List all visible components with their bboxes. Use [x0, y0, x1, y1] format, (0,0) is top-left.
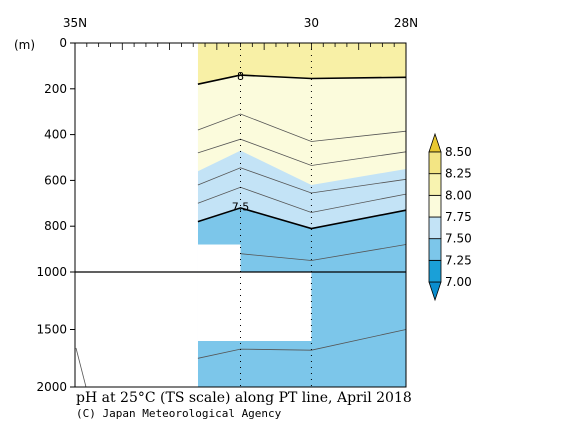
colorbar-band-4: [428, 173, 442, 196]
contour-line-2: [197, 167, 407, 194]
colorbar-label-3: 7.75: [445, 210, 472, 224]
colorbar-band-5: [428, 151, 442, 175]
y-tick-label-1000: 1000: [36, 265, 67, 279]
x-tick-label-35: 35N: [63, 16, 87, 30]
colorbar-high-arrow: [428, 132, 442, 153]
band-8-25: [197, 43, 406, 85]
y-tick-label-400: 400: [44, 128, 67, 142]
y-tick-label-200: 200: [44, 82, 67, 96]
colorbar-label-0: 7.00: [445, 275, 472, 289]
axes: 35N 30 28N 0 200 400 600 800 1000 1500 2000: [36, 16, 418, 394]
contour-line-3: [197, 186, 407, 213]
y-tick-label-800: 800: [44, 219, 67, 233]
colorbar-label-4: 8.00: [445, 188, 472, 202]
colorbar-band-0: [428, 259, 442, 283]
contour-line-0: [197, 113, 407, 142]
contour-line-5: [197, 329, 407, 359]
colorbar-band-3: [428, 194, 442, 218]
colorbar-band-2: [428, 216, 442, 240]
y-tick-label-2000: 2000: [36, 380, 67, 394]
colorbar: 7.00 7.25 7.50 7.75 8.00 8.25 8.50: [428, 132, 472, 302]
contour-line-7-5: [197, 207, 407, 230]
chart-title: pH at 25°C (TS scale) along PT line, Apr…: [76, 390, 412, 406]
bottom-left-contour: [75, 347, 87, 388]
x-tick-label-30: 30: [304, 16, 319, 30]
contour-label-8: 8: [237, 70, 244, 83]
colorbar-label-6: 8.50: [445, 145, 472, 159]
no-data-mask-north: [75, 43, 198, 387]
contour-line-8: [197, 74, 407, 85]
contour-line-1: [197, 138, 407, 166]
contour-label-7-5: 7.5: [232, 201, 250, 214]
no-data-mask-gap1: [197, 244, 241, 272]
colorbar-low-arrow: [428, 281, 442, 302]
colorbar-label-1: 7.25: [445, 253, 472, 267]
chart-credit: (C) Japan Meteorological Agency: [76, 407, 282, 420]
ph-fill-layer: [75, 43, 406, 387]
y-axis-unit-label: (m): [14, 38, 35, 52]
colorbar-label-5: 8.25: [445, 167, 472, 181]
contour-lines: 87.5: [75, 43, 407, 388]
no-data-mask-gap2: [197, 272, 312, 341]
y-tick-label-0: 0: [59, 36, 67, 50]
contour-line-4: [240, 244, 407, 261]
x-tick-label-28: 28N: [394, 16, 418, 30]
colorbar-band-1: [428, 238, 442, 261]
y-tick-label-600: 600: [44, 173, 67, 187]
y-tick-label-1500: 1500: [36, 323, 67, 337]
colorbar-label-2: 7.50: [445, 232, 472, 246]
